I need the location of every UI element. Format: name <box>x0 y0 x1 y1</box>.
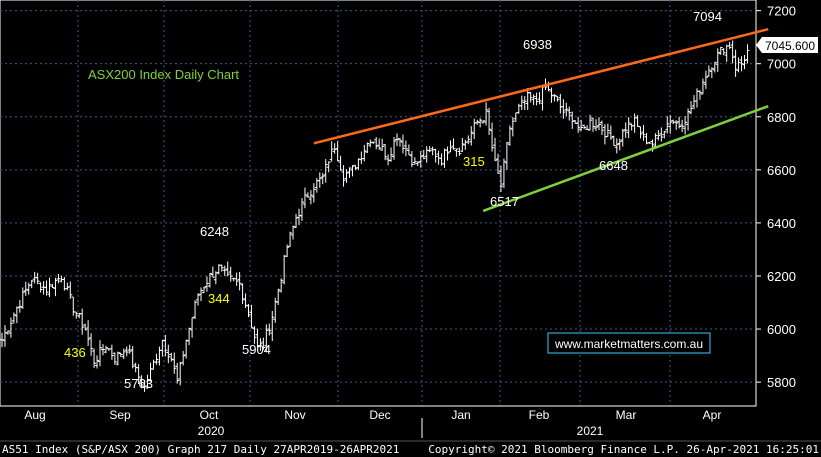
trendlines <box>313 27 769 213</box>
resistance-trendline <box>313 27 769 145</box>
annotation-label: 6517 <box>490 194 519 209</box>
x-tick-label: Dec <box>369 408 390 422</box>
x-tick-label: Sep <box>109 408 131 422</box>
annotation-label: 7094 <box>693 9 722 24</box>
y-axis: 5800 6000 6200 6400 6600 6800 7000 7200 <box>756 4 796 390</box>
y-tick-label: 7200 <box>767 4 796 19</box>
y-tick-label: 6600 <box>767 163 796 178</box>
x-tick-label: Feb <box>529 408 550 422</box>
annotation-label: 436 <box>64 345 86 360</box>
x-tick-label: Jan <box>451 408 470 422</box>
annotation-label: 6938 <box>523 37 552 52</box>
y-tick-label: 6400 <box>767 216 796 231</box>
support-trendline <box>482 104 769 213</box>
last-price-tag: 7045.600 <box>756 37 818 53</box>
y-tick-label: 6800 <box>767 110 796 125</box>
annotation-label: 5904 <box>242 342 271 357</box>
annotation-label: 315 <box>463 154 485 169</box>
y-tick-label: 5800 <box>767 375 796 390</box>
annotation-label: 344 <box>208 291 230 306</box>
x-year-label: 2020 <box>198 424 225 438</box>
x-axis: Aug Sep Oct Nov Dec Jan Feb Mar Apr 2020… <box>0 405 756 438</box>
footer-copyright: Copyright© 2021 Bloomberg Finance L.P. 2… <box>428 443 819 456</box>
annotation-label: 5763 <box>124 376 153 391</box>
footer-info: AS51 Index (S&P/ASX 200) Graph 217 Daily… <box>2 443 399 456</box>
y-tick-label: 7000 <box>767 57 796 72</box>
y-tick-label: 6000 <box>767 322 796 337</box>
x-tick-label: Oct <box>200 408 219 422</box>
x-tick-label: Apr <box>703 408 722 422</box>
x-tick-label: Aug <box>24 408 45 422</box>
watermark-box <box>547 332 711 354</box>
annotation-label: 6648 <box>599 158 628 173</box>
watermark-text: www.marketmatters.com.au <box>554 337 703 351</box>
x-tick-label: Mar <box>616 408 637 422</box>
annotation-label: 6248 <box>200 224 229 239</box>
last-price-value: 7045.600 <box>765 39 815 53</box>
x-year-label: 2021 <box>577 424 604 438</box>
y-tick-label: 6200 <box>767 269 796 284</box>
x-tick-label: Nov <box>284 408 305 422</box>
price-bars <box>0 40 750 392</box>
chart-title: ASX200 Index Daily Chart <box>88 67 239 82</box>
